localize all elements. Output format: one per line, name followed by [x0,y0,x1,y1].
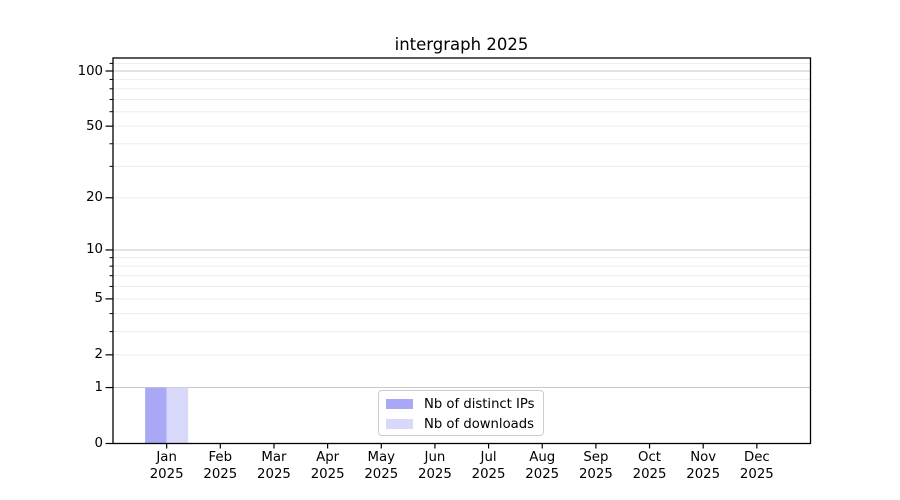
axes-frame [112,57,812,445]
x-tick-label-may: May 2025 [364,450,399,482]
legend-swatch-downloads [386,418,413,430]
y-tick-label-5: 5 [94,291,103,307]
y-tick-label-2: 2 [94,347,103,363]
legend-swatch-distinct-ips [386,398,413,410]
legend-item-downloads: Nb of downloads [379,414,543,434]
x-tick-label-sep: Sep 2025 [578,450,613,482]
x-tick-label-mar: Mar 2025 [257,450,291,482]
chart-title: intergraph 2025 [394,35,529,54]
y-tick-label-10: 10 [86,242,103,258]
y-tick-label-0: 0 [94,436,103,451]
x-tick-label-aug: Aug 2025 [525,450,560,482]
x-tick-label-oct: Oct 2025 [632,450,667,482]
y-tick-label-100: 100 [77,63,103,79]
bar-jan-series1 [166,387,189,444]
legend-item-distinct-ips: Nb of distinct IPs [379,394,543,414]
legend-label-downloads: Nb of downloads [424,416,534,432]
y-tick-label-50: 50 [86,118,103,134]
x-tick-label-feb: Feb 2025 [203,450,238,482]
legend-label-distinct-ips: Nb of distinct IPs [424,396,535,412]
x-tick-label-jan: Jan 2025 [149,450,184,482]
x-tick-label-jul: Jul 2025 [471,450,506,482]
x-tick-label-dec: Dec 2025 [739,450,774,482]
x-tick-label-jun: Jun 2025 [418,450,452,482]
bar-jan-series0 [145,387,167,444]
y-tick-label-1: 1 [94,380,103,396]
x-tick-label-apr: Apr 2025 [310,450,345,482]
y-tick-label-20: 20 [86,190,103,206]
x-tick-label-nov: Nov 2025 [686,450,721,482]
legend: Nb of distinct IPs Nb of downloads [378,390,544,436]
